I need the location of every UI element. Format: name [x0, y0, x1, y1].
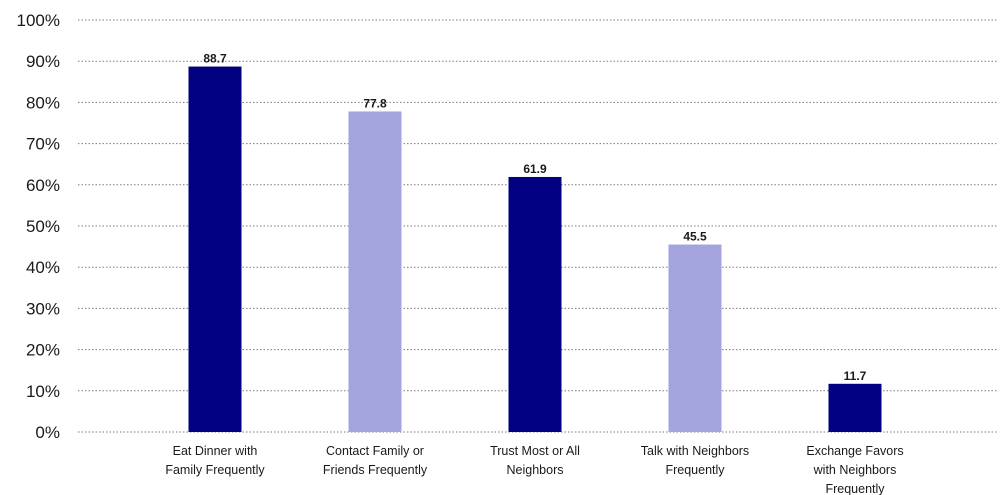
x-category-label: Contact Family or	[326, 444, 424, 458]
x-category-label: Frequently	[825, 482, 885, 495]
x-category-label: Trust Most or All	[490, 444, 580, 458]
y-tick-label: 40%	[26, 258, 60, 277]
x-category-label: with Neighbors	[813, 463, 897, 477]
bar	[188, 66, 242, 432]
y-tick-label: 70%	[26, 135, 60, 154]
y-tick-label: 30%	[26, 299, 60, 318]
y-tick-label: 10%	[26, 382, 60, 401]
y-tick-label: 0%	[35, 423, 60, 442]
bar-value-label: 88.7	[203, 52, 227, 66]
x-category-label: Neighbors	[507, 463, 564, 477]
y-tick-label: 100%	[17, 11, 60, 30]
x-category-label: Friends Frequently	[323, 463, 428, 477]
y-tick-label: 80%	[26, 93, 60, 112]
bar-value-label: 45.5	[683, 230, 707, 244]
bar-value-label: 61.9	[523, 162, 547, 176]
x-category-label: Eat Dinner with	[173, 444, 258, 458]
y-tick-label: 90%	[26, 52, 60, 71]
y-tick-label: 20%	[26, 341, 60, 360]
x-category-label: Family Frequently	[165, 463, 265, 477]
bar	[828, 383, 882, 432]
x-category-label: Frequently	[665, 463, 725, 477]
x-category-label: Exchange Favors	[806, 444, 903, 458]
bars	[188, 66, 882, 433]
y-axis: 0% 10% 20% 30% 40% 50% 60% 70% 80% 90% 100%	[17, 11, 60, 442]
y-tick-label: 50%	[26, 217, 60, 236]
x-axis: Eat Dinner with Family Frequently Contact …	[165, 444, 903, 495]
x-category-label: Talk with Neighbors	[641, 444, 749, 458]
y-tick-label: 60%	[26, 176, 60, 195]
bar-value-label: 77.8	[363, 96, 387, 110]
bar	[508, 176, 562, 432]
bar	[348, 111, 402, 433]
bar	[668, 244, 722, 432]
value-labels: 88.7 77.8 61.9 45.5 11.7	[203, 52, 866, 383]
bar-value-label: 11.7	[844, 369, 867, 383]
